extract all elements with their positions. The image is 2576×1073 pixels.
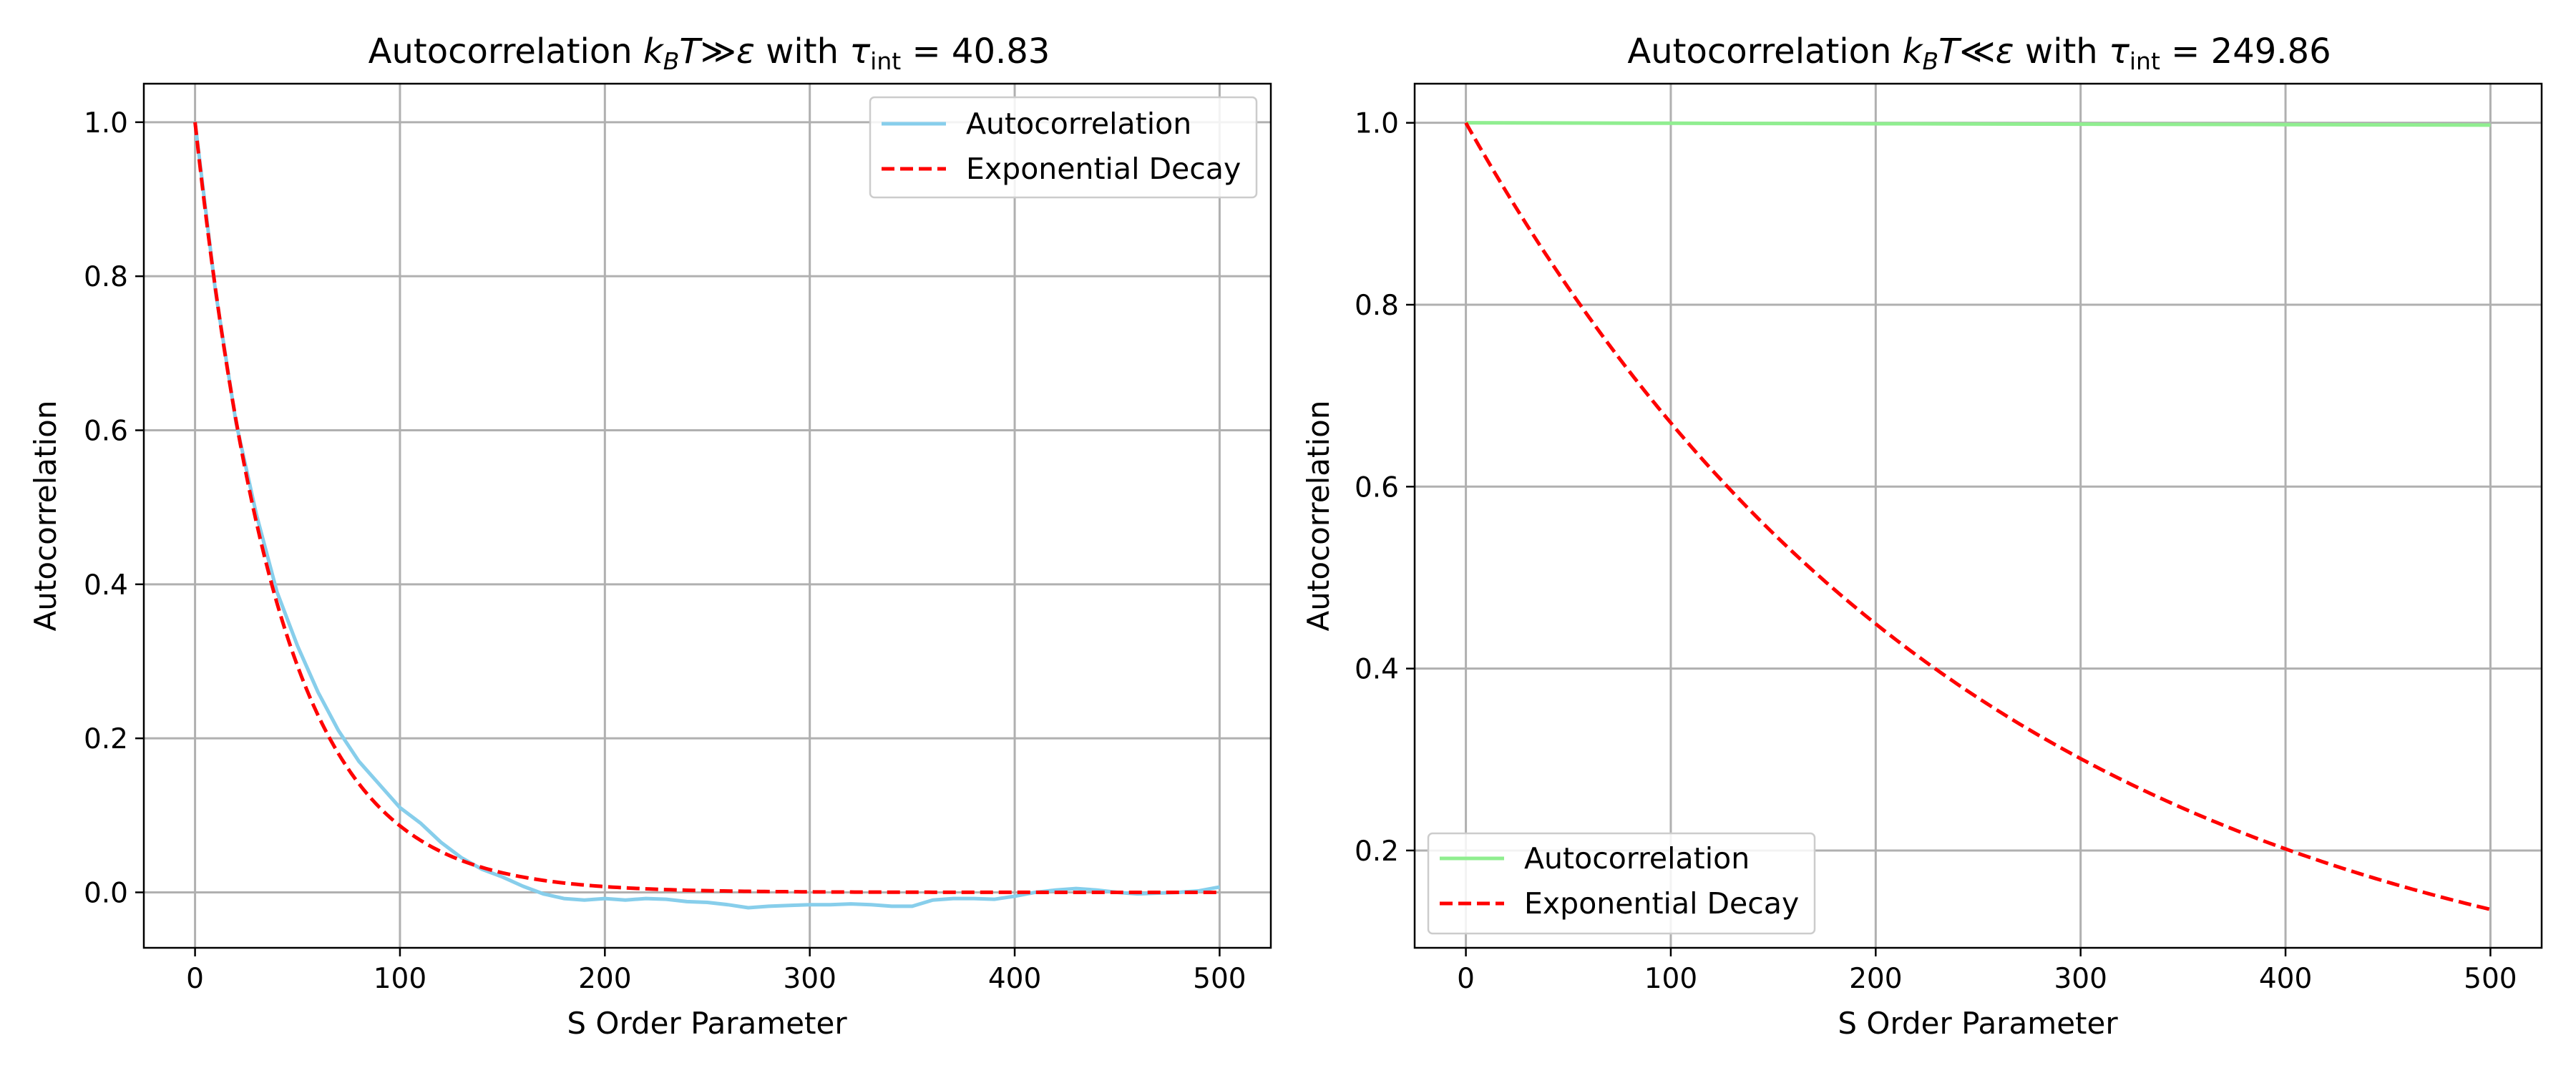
chart-left-y-tick-label: 0.6	[84, 415, 128, 447]
chart-left-y-tick-label: 0.4	[84, 569, 128, 602]
chart-left-y-tick-label: 0.8	[84, 261, 128, 293]
chart-right-title: Autocorrelation kBT≪ε with τint = 249.86	[1627, 31, 2331, 75]
chart-left-x-tick-label: 100	[374, 963, 426, 995]
chart-left: Autocorrelation kBT≫ε with τint = 40.83 …	[28, 31, 1272, 1041]
chart-right-series-autocorrelation-line	[1465, 121, 2491, 127]
chart-right-legend-label-autocorrelation: Autocorrelation	[1524, 841, 1750, 876]
chart-right-x-tick-label: 300	[2054, 963, 2107, 995]
chart-left-title: Autocorrelation kBT≫ε with τint = 40.83	[369, 31, 1050, 75]
chart-left-x-tick-label: 500	[1193, 963, 1246, 995]
chart-right-y-tick-label: 0.2	[1355, 836, 1399, 868]
chart-right-x-axis-label: S Order Parameter	[1838, 1006, 2118, 1041]
chart-left-y-tick-label: 0.0	[84, 877, 128, 909]
chart-left-plot-area	[193, 122, 1220, 910]
chart-right-x-tick-label: 100	[1644, 963, 1697, 995]
chart-left-x-axis-label: S Order Parameter	[567, 1006, 847, 1041]
chart-left-grid	[144, 84, 1271, 948]
chart-left-legend: Autocorrelation Exponential Decay	[869, 96, 1258, 199]
chart-left-frame	[142, 82, 1272, 949]
chart-left-y-tick-label: 1.0	[84, 107, 128, 139]
chart-left-legend-box	[869, 96, 1258, 199]
chart-right-x-tick-label: 0	[1457, 963, 1475, 995]
chart-right-y-tick-label: 0.4	[1355, 654, 1399, 686]
chart-left-x-tick-label: 400	[988, 963, 1041, 995]
chart-right-plot-area	[1464, 121, 2491, 911]
chart-left-x-tick-label: 200	[578, 963, 631, 995]
chart-left-x-tick-label: 300	[783, 963, 836, 995]
chart-right-x-tick-label: 500	[2464, 963, 2517, 995]
chart-right-y-tick-label: 1.0	[1355, 108, 1399, 140]
chart-right-grid	[1415, 84, 2542, 948]
chart-right-legend: Autocorrelation Exponential Decay	[1427, 832, 1816, 935]
chart-right-series-exponential-decay-line	[1464, 122, 2491, 911]
chart-right-y-tick-label: 0.6	[1355, 471, 1399, 504]
chart-left-legend-label-exponential-decay: Exponential Decay	[966, 152, 1241, 186]
chart-left-ticks: 0 100 200 300 400 500 0.0 0.2 0.4 0.6 0.8 1.0	[84, 107, 1246, 995]
chart-left-series-exponential-decay-line	[193, 122, 1220, 894]
chart-left-legend-label-autocorrelation: Autocorrelation	[966, 107, 1191, 141]
chart-left-y-tick-label: 0.2	[84, 723, 128, 755]
chart-right-y-tick-label: 0.8	[1355, 290, 1399, 322]
chart-right-legend-label-exponential-decay: Exponential Decay	[1524, 886, 1799, 921]
chart-left-series-autocorrelation-line	[193, 122, 1220, 910]
chart-right-ticks: 0 100 200 300 400 500 0.2 0.4 0.6 0.8 1.0	[1355, 108, 2517, 995]
chart-left-y-axis-label: Autocorrelation	[28, 401, 63, 632]
chart-right-x-tick-label: 200	[1849, 963, 1902, 995]
chart-right-frame	[1413, 82, 2543, 949]
chart-right-x-tick-label: 400	[2259, 963, 2312, 995]
chart-right: Autocorrelation kBT≪ε with τint = 249.86…	[1301, 31, 2543, 1041]
chart-right-legend-box	[1427, 832, 1816, 935]
chart-left-x-tick-label: 0	[186, 963, 204, 995]
chart-right-y-axis-label: Autocorrelation	[1301, 401, 1336, 632]
